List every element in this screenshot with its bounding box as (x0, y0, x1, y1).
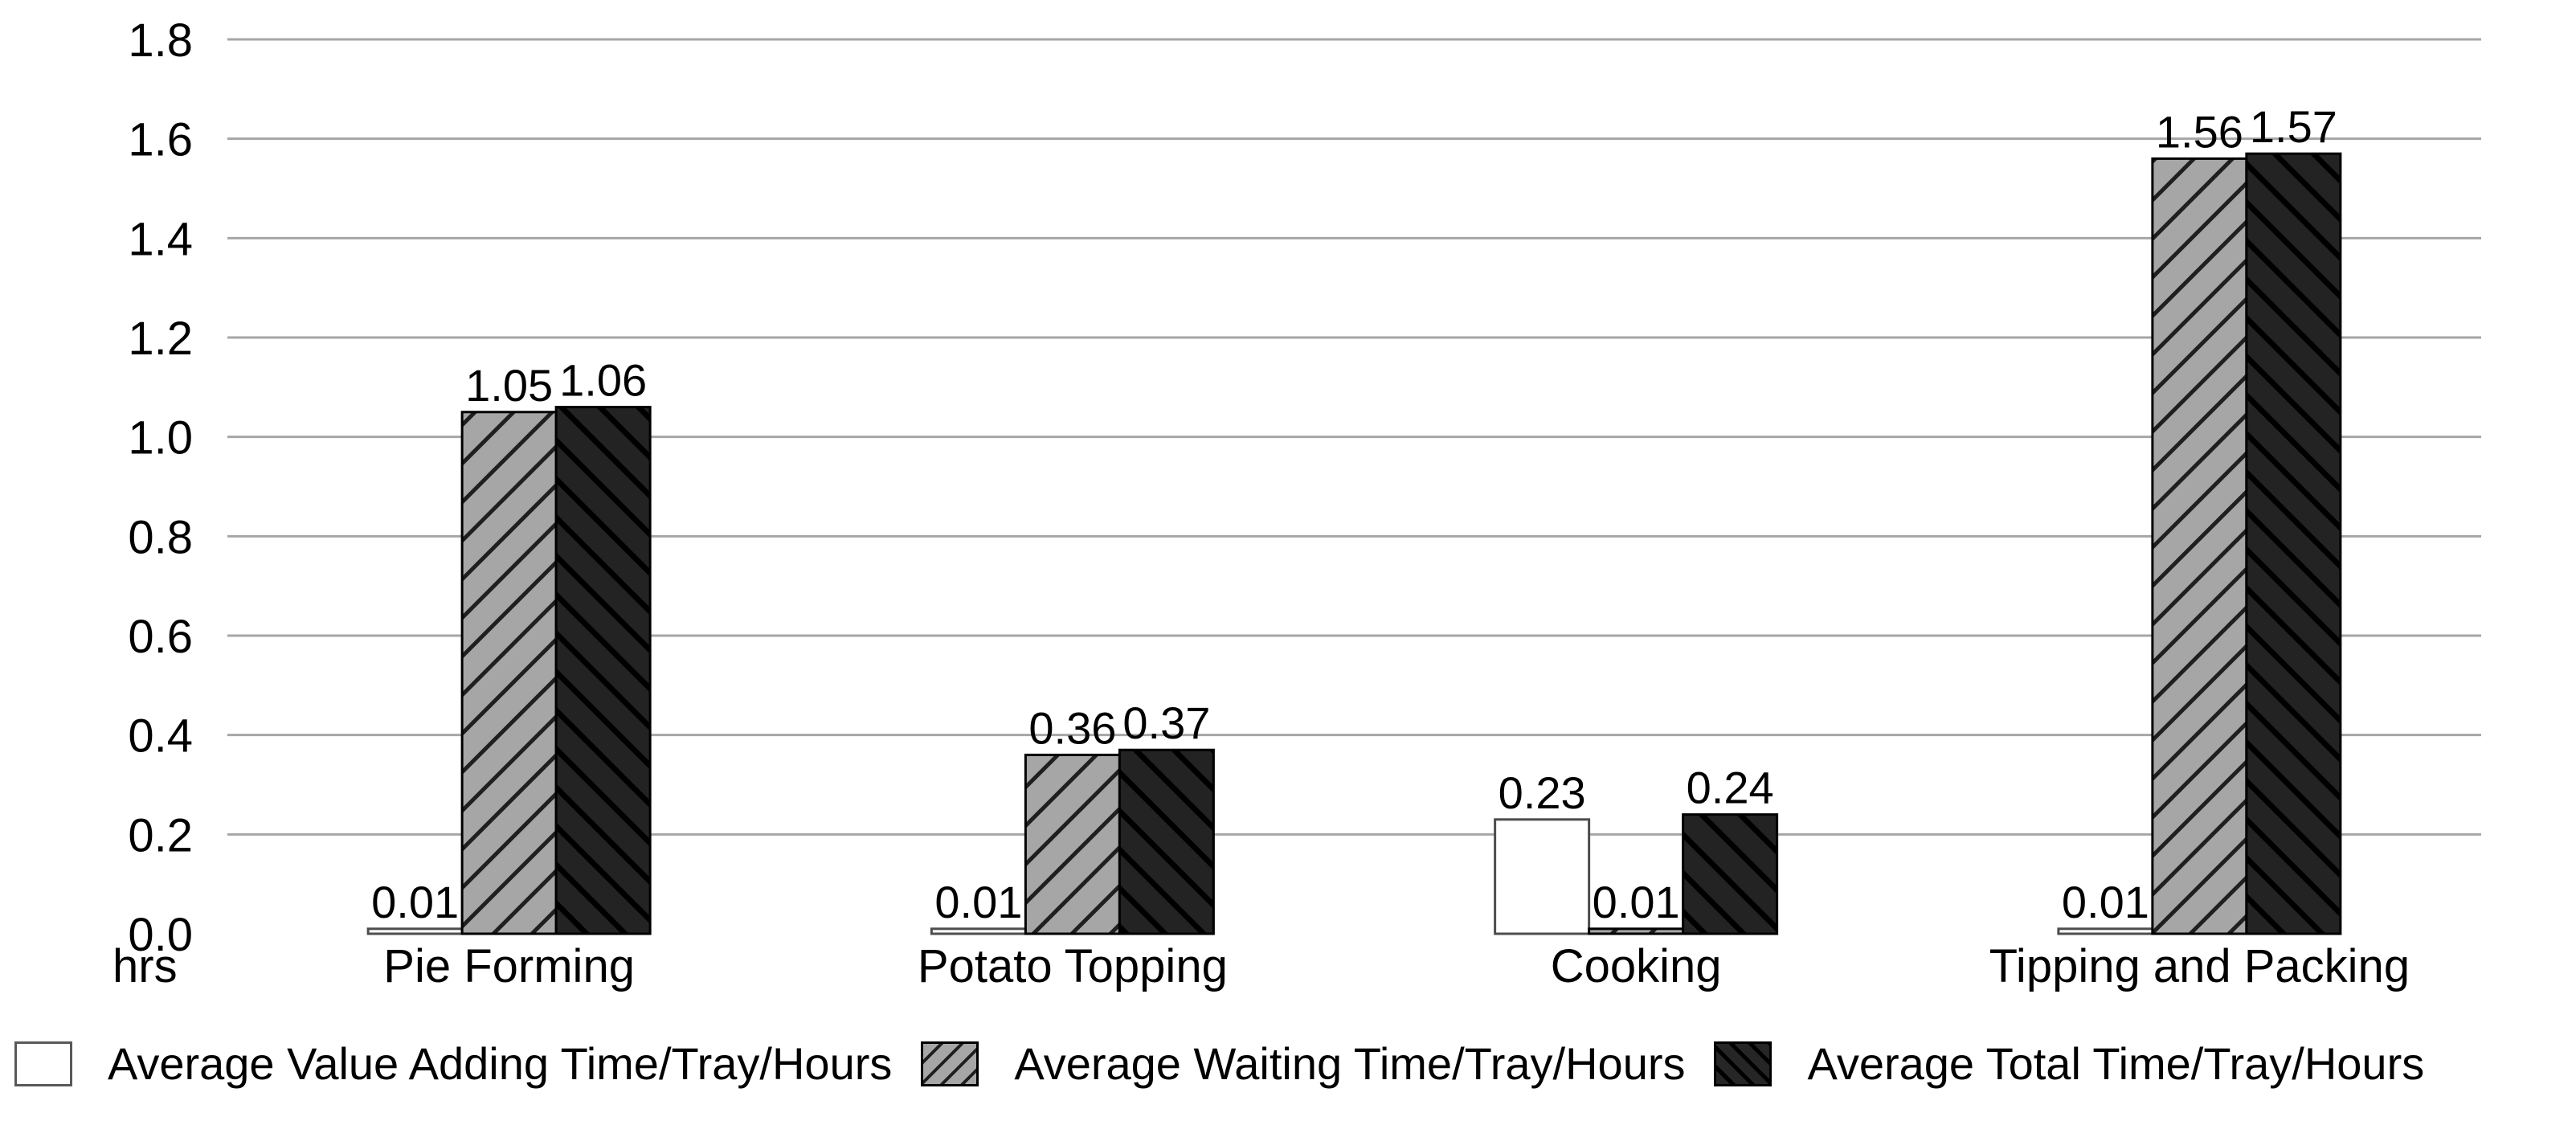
legend-item-waiting: Average Waiting Time/Tray/Hours (921, 1041, 1685, 1086)
bar-white (2057, 927, 2154, 935)
y-tick-label: 1.0 (128, 412, 193, 464)
legend-swatch-black-hatch-icon (1714, 1041, 1773, 1086)
bar-gray-hatch (2151, 157, 2248, 935)
bar-value-label: 0.01 (2062, 877, 2149, 927)
legend-swatch-white-icon (14, 1041, 72, 1086)
bar-value-label: 0.01 (934, 877, 1022, 927)
bar-value-label: 0.01 (1593, 877, 1680, 927)
y-axis-unit-label: hrs (112, 940, 178, 992)
bar-black-hatch (1118, 748, 1215, 935)
bar-white (1494, 818, 1591, 935)
bar-value-label: 1.05 (465, 360, 553, 411)
legend-label: Average Waiting Time/Tray/Hours (1014, 1038, 1686, 1089)
bar-value-label: 0.24 (1687, 763, 1774, 813)
bar-value-label: 0.36 (1028, 702, 1116, 753)
legend-label: Average Value Adding Time/Tray/Hours (108, 1038, 893, 1089)
chart-plot-area: 0.0 0.2 0.4 0.6 0.8 1.0 1.2 1.4 1.6 1.8 hrs 0.01 1.… (112, 14, 2481, 992)
legend-item-total: Average Total Time/Tray/Hours (1714, 1041, 2424, 1086)
y-tick-label: 0.8 (128, 511, 193, 563)
bar-gray-hatch (1588, 927, 1685, 935)
y-tick-label: 1.6 (128, 114, 193, 166)
bar-value-label: 0.01 (371, 877, 459, 927)
data-labels: 0.01 1.05 1.06 0.01 0.36 0.37 0.23 0.01 0.24 0.01… (371, 101, 2337, 927)
legend-item-value-adding: Average Value Adding Time/Tray/Hours (14, 1041, 892, 1086)
bars (366, 152, 2342, 935)
category-label: Tipping and Packing (1989, 940, 2410, 992)
y-tick-label: 1.2 (128, 313, 193, 365)
bar-value-label: 1.56 (2156, 106, 2243, 157)
bar-black-hatch (1682, 813, 1779, 935)
y-tick-label: 1.8 (128, 14, 193, 67)
bar-black-hatch (554, 406, 652, 935)
y-axis-tick-labels: 0.0 0.2 0.4 0.6 0.8 1.0 1.2 1.4 1.6 1.8 hrs (112, 14, 193, 992)
category-label: Pie Forming (383, 940, 635, 992)
y-tick-label: 0.6 (128, 611, 193, 663)
x-axis-category-labels: Pie Forming Potato Topping Cooking Tipping … (383, 940, 2410, 992)
legend-label: Average Total Time/Tray/Hours (1807, 1038, 2425, 1089)
y-tick-label: 1.4 (128, 213, 193, 265)
bar-value-label: 0.23 (1499, 767, 1586, 818)
bar-white (366, 927, 464, 935)
bar-value-label: 1.06 (559, 355, 647, 406)
y-tick-label: 0.2 (128, 809, 193, 861)
category-label: Potato Topping (918, 940, 1228, 992)
chart-legend: Average Value Adding Time/Tray/Hours Ave… (14, 1035, 2570, 1093)
bar-gray-hatch (460, 411, 558, 935)
bar-value-label: 0.37 (1122, 698, 1210, 748)
bar-white (930, 927, 1027, 935)
y-tick-label: 0.4 (128, 710, 193, 763)
bar-gray-hatch (1024, 753, 1121, 935)
bar-value-label: 1.57 (2250, 101, 2337, 152)
legend-swatch-gray-hatch-icon (921, 1041, 979, 1086)
y-tick-label: 0.0 (128, 909, 193, 961)
bar-black-hatch (2245, 152, 2342, 935)
category-label: Cooking (1551, 940, 1722, 992)
